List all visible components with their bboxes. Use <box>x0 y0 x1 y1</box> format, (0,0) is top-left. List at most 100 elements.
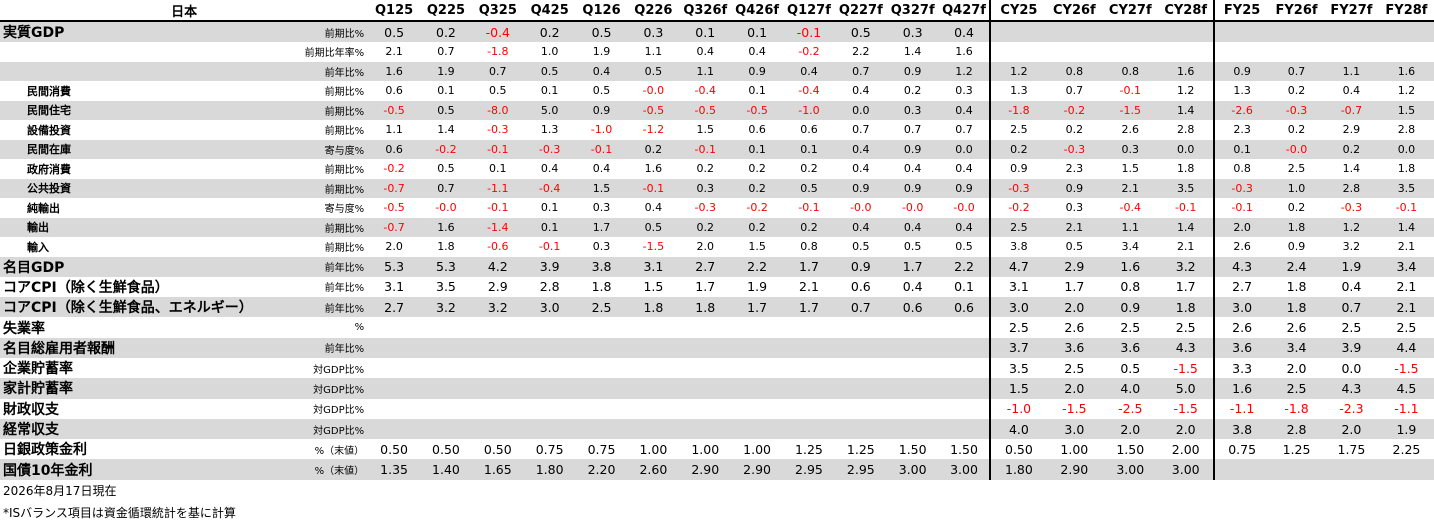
cy-value-cell: 4.0 <box>989 418 1047 440</box>
row-unit: 寄与度% <box>286 139 369 159</box>
cy-value-cell: 1.2 <box>1158 81 1215 101</box>
fy-value-cell: 2.5 <box>1269 159 1324 179</box>
quarter-value-cell: 0.1 <box>731 21 784 42</box>
cy-value-cell: 3.7 <box>989 337 1047 358</box>
cy-value-cell: 2.0 <box>1046 297 1103 318</box>
col-header-q: Q427f <box>938 0 991 22</box>
row-label: 名目GDP <box>0 256 287 277</box>
cy-value-cell: 2.6 <box>1046 317 1103 338</box>
quarter-value-cell: 1.9 <box>420 61 472 81</box>
quarter-value-cell: 0.4 <box>834 217 887 237</box>
quarter-value-cell: 0.6 <box>368 139 421 159</box>
row-label: コアCPI（除く生鮮食品、エネルギー） <box>0 297 287 318</box>
quarter-value-cell: 0.4 <box>886 159 939 179</box>
quarter-value-cell <box>523 378 576 399</box>
quarter-value-cell: -0.4 <box>523 178 576 198</box>
quarter-value-cell: 1.4 <box>886 42 939 62</box>
row-unit: 対GDP比% <box>286 357 369 379</box>
quarter-value-cell <box>783 418 835 440</box>
quarter-value-cell: 2.20 <box>575 459 628 480</box>
quarter-value-cell: 0.4 <box>731 42 784 62</box>
fy-value-cell: 0.9 <box>1269 237 1324 257</box>
quarter-value-cell: 1.50 <box>938 439 991 460</box>
quarter-value-cell: 0.9 <box>886 139 939 159</box>
fy-value-cell: 0.4 <box>1323 276 1379 298</box>
col-header-q: Q326f <box>679 0 732 22</box>
quarter-value-cell: -1.0 <box>783 100 835 120</box>
fy-value-cell: 0.4 <box>1323 81 1379 101</box>
row-unit: 前期比% <box>286 81 369 101</box>
quarter-value-cell: 1.2 <box>938 61 991 81</box>
quarter-value-cell: -0.1 <box>679 139 732 159</box>
quarter-value-cell: 1.8 <box>627 297 680 318</box>
quarter-value-cell: 1.25 <box>834 439 887 460</box>
cy-value-cell: 2.5 <box>989 317 1047 338</box>
fy-value-cell: -1.5 <box>1378 357 1434 379</box>
quarter-value-cell <box>731 337 784 358</box>
quarter-value-cell: -0.0 <box>834 198 887 218</box>
quarter-value-cell <box>627 337 680 358</box>
fy-value-cell: 1.2 <box>1378 81 1434 101</box>
row-unit: 前年比% <box>286 61 369 81</box>
quarter-value-cell: 2.90 <box>679 459 732 480</box>
quarter-value-cell <box>938 357 991 379</box>
fy-value-cell: 2.6 <box>1213 237 1270 257</box>
quarter-value-cell: 0.3 <box>575 237 628 257</box>
quarter-value-cell <box>368 337 421 358</box>
quarter-value-cell <box>938 398 991 419</box>
quarter-value-cell: -0.1 <box>575 139 628 159</box>
cy-value-cell <box>1102 21 1159 42</box>
quarter-value-cell: 1.40 <box>420 459 472 480</box>
quarter-value-cell <box>575 317 628 338</box>
fy-value-cell: 0.7 <box>1323 297 1379 318</box>
row-label <box>0 42 287 62</box>
quarter-value-cell: 0.2 <box>679 159 732 179</box>
fy-value-cell: 1.9 <box>1323 256 1379 277</box>
fy-value-cell: 0.8 <box>1213 159 1270 179</box>
quarter-value-cell: -0.7 <box>368 178 421 198</box>
fy-value-cell: -2.3 <box>1323 398 1379 419</box>
cy-value-cell <box>1158 21 1215 42</box>
row-label: コアCPI（除く生鮮食品） <box>0 276 287 298</box>
row-unit: 寄与度% <box>286 198 369 218</box>
quarter-value-cell: 0.1 <box>731 139 784 159</box>
quarter-value-cell <box>420 337 472 358</box>
quarter-value-cell: 1.5 <box>679 120 732 140</box>
quarter-value-cell <box>938 337 991 358</box>
quarter-value-cell: -0.1 <box>471 198 524 218</box>
fy-value-cell: 1.5 <box>1378 100 1434 120</box>
row-label: 純輸出 <box>0 198 287 218</box>
quarter-value-cell <box>368 398 421 419</box>
quarter-value-cell <box>523 317 576 338</box>
fy-value-cell: 0.0 <box>1323 357 1379 379</box>
quarter-value-cell: 1.5 <box>627 276 680 298</box>
cy-value-cell: 1.7 <box>1046 276 1103 298</box>
cy-value-cell: 0.8 <box>1102 276 1159 298</box>
fy-value-cell: 1.8 <box>1269 276 1324 298</box>
quarter-value-cell <box>783 378 835 399</box>
row-unit: 前期比% <box>286 159 369 179</box>
table-row: 輸入 前期比% 2.0 1.8 -0.6 -0.1 0.3 -1.5 2.0 1.5 0.8 0.5 0… <box>0 237 1434 257</box>
fy-value-cell: 1.8 <box>1378 159 1434 179</box>
row-unit: 対GDP比% <box>286 418 369 440</box>
table-row: 民間在庫 寄与度% 0.6 -0.2 -0.1 -0.3 -0.1 0.2 -0.1 0.1 0.1… <box>0 139 1434 159</box>
fy-value-cell: 1.9 <box>1378 418 1434 440</box>
fy-value-cell: -1.1 <box>1213 398 1270 419</box>
row-label: 企業貯蓄率 <box>0 357 287 379</box>
row-label: 民間在庫 <box>0 139 287 159</box>
fy-value-cell: 2.1 <box>1378 276 1434 298</box>
quarter-value-cell: -0.1 <box>783 198 835 218</box>
row-unit: 前期比年率% <box>286 42 369 62</box>
quarter-value-cell: -1.5 <box>627 237 680 257</box>
cy-value-cell: 2.8 <box>1158 120 1215 140</box>
cy-value-cell: -0.2 <box>1046 100 1103 120</box>
quarter-value-cell: -0.2 <box>368 159 421 179</box>
cy-value-cell: 0.9 <box>989 159 1047 179</box>
quarter-value-cell: 0.7 <box>938 120 991 140</box>
fy-value-cell: 3.4 <box>1378 256 1434 277</box>
cy-value-cell: 3.00 <box>1158 459 1215 480</box>
row-unit: 前期比% <box>286 178 369 198</box>
quarter-value-cell <box>471 398 524 419</box>
table-row: 日銀政策金利 %（末値） 0.50 0.50 0.50 0.75 0.75 1.00 1.00 1… <box>0 439 1434 460</box>
quarter-value-cell: 0.4 <box>938 100 991 120</box>
